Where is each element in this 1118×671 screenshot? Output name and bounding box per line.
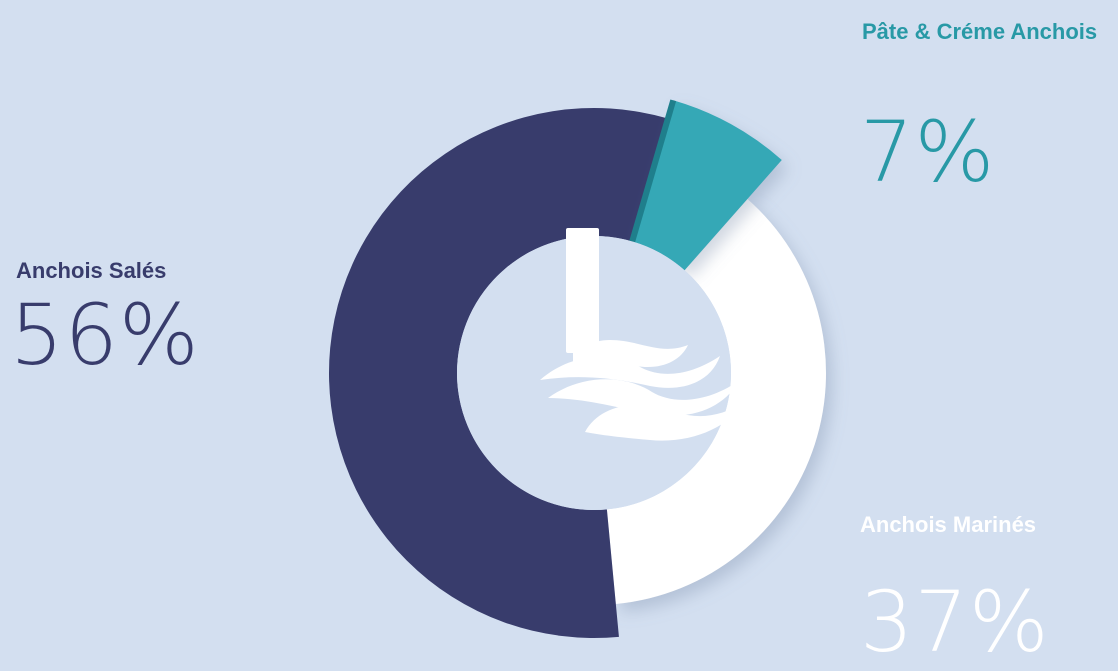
label-pate-creme-anchois: Pâte & Créme Anchois xyxy=(862,19,1098,44)
slice-edge-pate xyxy=(629,99,677,243)
slice-p-te-cr-me-anchois xyxy=(632,100,782,271)
slice-anchois-sal-s xyxy=(329,107,668,638)
label-anchois-sales: Anchois Salés xyxy=(16,258,167,283)
slice-anchois-marin-s xyxy=(606,198,827,604)
label-anchois-marines: Anchois Marinés xyxy=(860,512,1037,537)
value-anchois-marines: 37% xyxy=(860,573,1050,671)
value-anchois-sales: 56% xyxy=(10,286,200,384)
donut-slices xyxy=(329,99,827,638)
anchovy-wave-logo-icon xyxy=(540,228,745,441)
value-pate-creme-anchois: 7% xyxy=(860,103,996,201)
